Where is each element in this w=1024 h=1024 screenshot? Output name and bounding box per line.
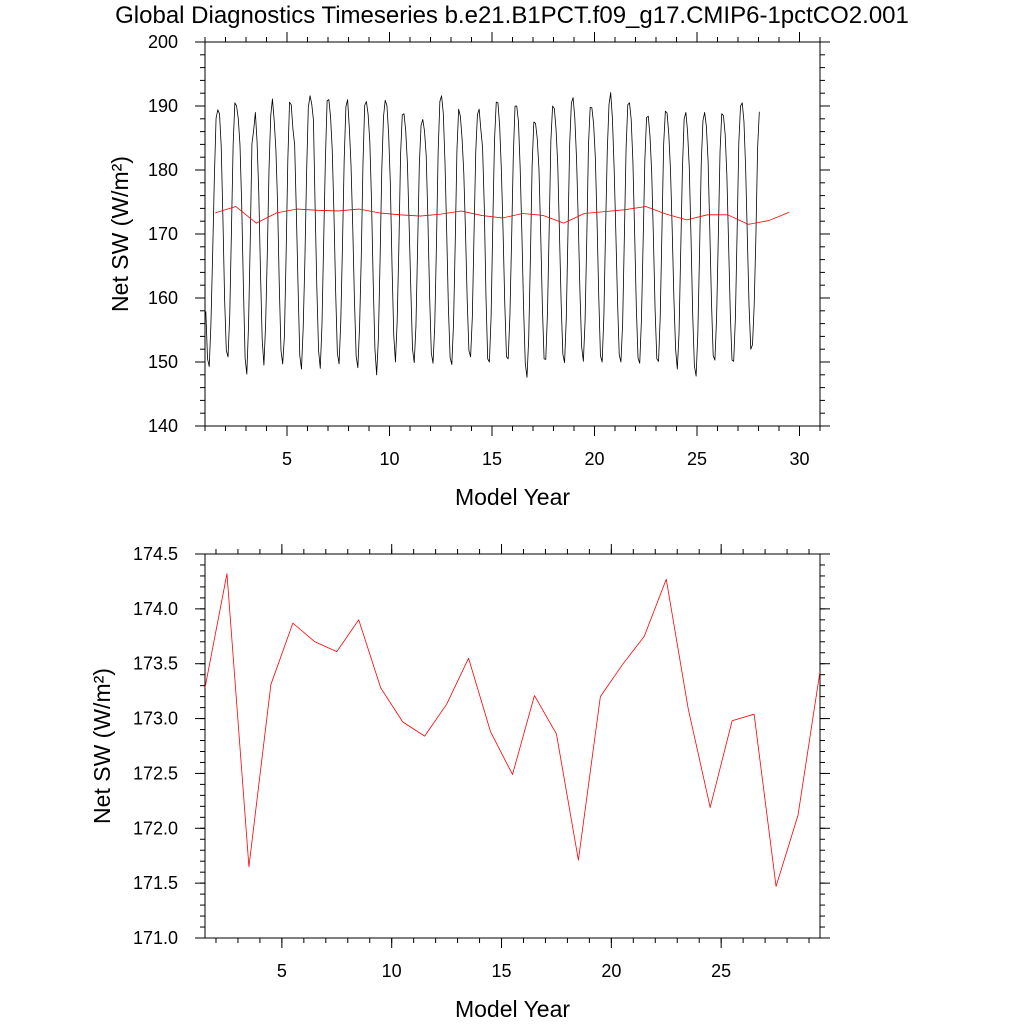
annual-mean-line xyxy=(215,206,790,225)
figure-title: Global Diagnostics Timeseries b.e21.B1PC… xyxy=(115,2,909,29)
monthly-series-line xyxy=(205,92,760,378)
chart-top: 5 10 15 20 25 30 140 150 160 170 180 190 200 Model Ye… xyxy=(107,32,830,510)
y-tick-label: 173.0 xyxy=(133,709,178,729)
x-axis-label: Model Year xyxy=(455,996,570,1022)
x-tick-label: 25 xyxy=(711,961,731,981)
minor-ticks xyxy=(200,549,825,943)
x-tick-label: 15 xyxy=(492,961,512,981)
x-tick-label: 5 xyxy=(282,449,292,469)
x-tick-label: 30 xyxy=(789,449,809,469)
y-tick-label: 180 xyxy=(148,160,178,180)
plot-frame xyxy=(204,553,821,939)
chart-bottom: 5 10 15 20 25 171.0 171.5 172.0 172.5 173.0 173.5 1… xyxy=(89,544,830,1022)
x-tick-label: 10 xyxy=(379,449,399,469)
y-tick-label: 172.5 xyxy=(133,763,178,783)
plot-frame xyxy=(204,41,821,427)
y-tick-label: 172.0 xyxy=(133,818,178,838)
y-tick-label: 160 xyxy=(148,288,178,308)
y-tick-label: 171.0 xyxy=(133,928,178,948)
y-tick-label: 140 xyxy=(148,416,178,436)
y-tick-label: 170 xyxy=(148,224,178,244)
y-tick-label: 174.5 xyxy=(133,544,178,564)
y-tick-label: 173.5 xyxy=(133,654,178,674)
x-tick-label: 20 xyxy=(601,961,621,981)
y-axis-label: Net SW (W/m²) xyxy=(107,156,133,312)
x-tick-label: 25 xyxy=(687,449,707,469)
annual-mean-line xyxy=(205,573,820,887)
x-tick-label: 10 xyxy=(382,961,402,981)
minor-ticks xyxy=(200,37,825,431)
x-tick-label: 15 xyxy=(482,449,502,469)
y-tick-label: 200 xyxy=(148,32,178,52)
x-tick-label: 5 xyxy=(277,961,287,981)
x-axis-label: Model Year xyxy=(455,484,570,510)
y-tick-label: 171.5 xyxy=(133,873,178,893)
y-tick-label: 174.0 xyxy=(133,599,178,619)
y-axis-label: Net SW (W/m²) xyxy=(89,668,115,824)
x-tick-label: 20 xyxy=(584,449,604,469)
y-tick-label: 190 xyxy=(148,96,178,116)
y-tick-label: 150 xyxy=(148,352,178,372)
